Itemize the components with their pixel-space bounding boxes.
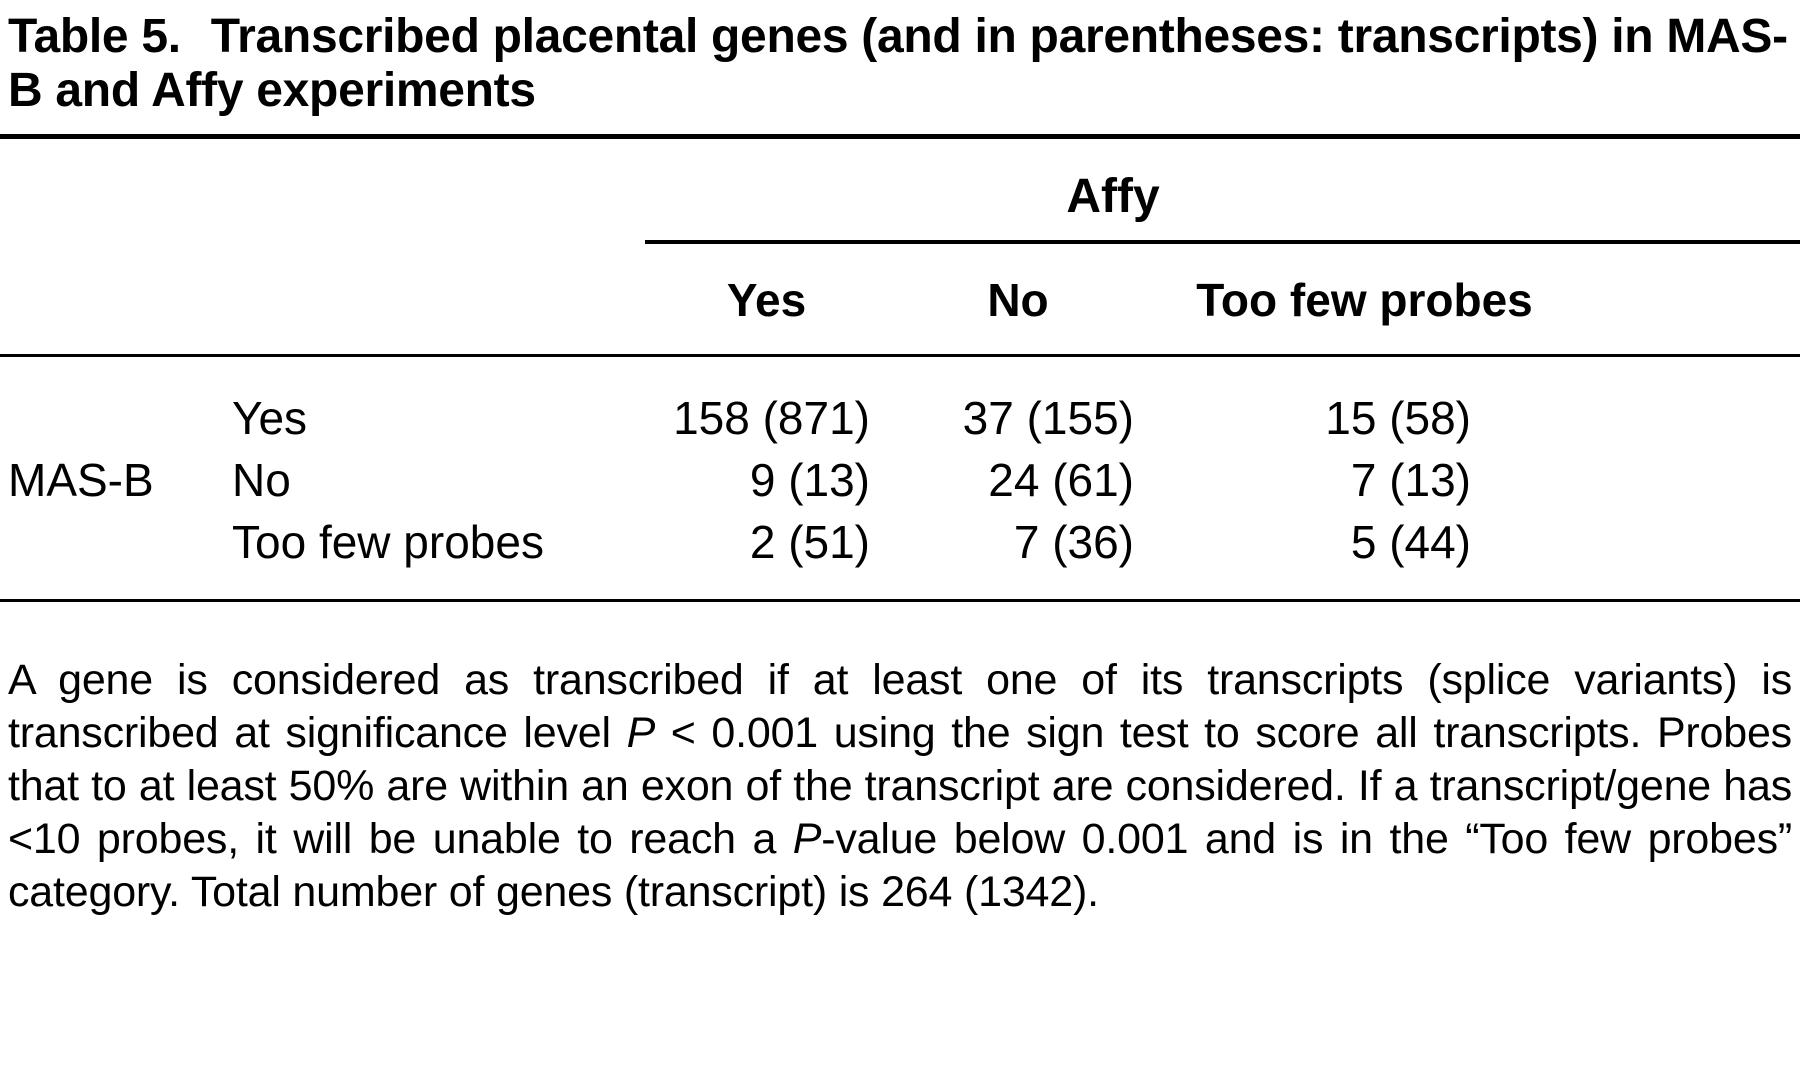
cell-masb-toofew-affy-no: 7 (36)	[1013, 516, 1134, 569]
cell-masb-toofew-affy-toofew: 5 (44)	[1350, 516, 1471, 569]
row-label-yes: Yes	[232, 392, 308, 445]
footnote-text-3: -value below 0.001 and is in the “Too fe…	[8, 815, 1792, 917]
cell-masb-toofew-affy-yes: 2 (51)	[749, 516, 870, 569]
row-label-no: No	[232, 454, 291, 507]
header-divider	[0, 354, 1800, 358]
table-body: Yes 158 (871) 37 (155) 15 (58) MAS-B No …	[8, 387, 1792, 573]
col-header-yes: Yes	[726, 273, 807, 326]
cell-masb-no-affy-toofew: 7 (13)	[1350, 454, 1471, 507]
footnote-p-italic-1: P	[626, 709, 656, 758]
footnote-text-2: < 0.001 using the sign test to score all…	[8, 709, 1792, 864]
row-label-too-few-probes: Too few probes	[232, 516, 544, 569]
column-header-row: Yes No Too few probes	[8, 266, 1792, 341]
table-caption: Table 5. Transcribed placental genes (and…	[8, 10, 1792, 118]
table-number: Table 5.	[8, 10, 181, 63]
footnote-text-1: A gene is considered as transcribed if a…	[8, 656, 1792, 758]
cell-masb-no-affy-no: 24 (61)	[988, 454, 1134, 507]
paper-page: Table 5. Transcribed placental genes (and…	[0, 10, 1800, 919]
cell-masb-yes-affy-no: 37 (155)	[962, 392, 1134, 445]
cell-masb-yes-affy-yes: 158 (871)	[673, 392, 870, 445]
affy-divider	[645, 239, 1800, 244]
row-group-label-mas-b: MAS-B	[8, 454, 154, 507]
col-header-too-few-probes: Too few probes	[1196, 273, 1533, 326]
footnote-p-italic-2: P	[792, 815, 822, 864]
table-footnote: A gene is considered as transcribed if a…	[8, 654, 1792, 919]
col-group-header-affy: Affy	[1066, 169, 1160, 223]
cell-masb-no-affy-yes: 9 (13)	[749, 454, 870, 507]
cell-masb-yes-affy-toofew: 15 (58)	[1325, 392, 1471, 445]
table-title-text: Transcribed placental genes (and in pare…	[8, 10, 1788, 117]
title-divider	[0, 133, 1800, 139]
body-bottom-divider	[0, 599, 1800, 603]
col-header-no: No	[987, 273, 1049, 326]
